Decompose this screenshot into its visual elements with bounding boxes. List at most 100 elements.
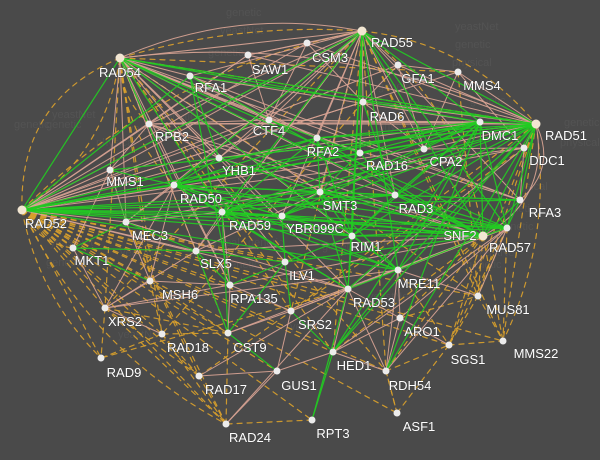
graph-node-rad3[interactable]: [391, 191, 399, 199]
graph-node-rad24[interactable]: [222, 420, 230, 428]
edge-genetic: [396, 344, 450, 414]
edge-coexp: [359, 152, 396, 196]
graph-node-saw1[interactable]: [244, 51, 252, 59]
graph-node-rad59[interactable]: [218, 208, 226, 216]
graph-node-rfa2[interactable]: [313, 134, 321, 142]
edge-physical: [306, 42, 537, 125]
edge-coexp: [359, 123, 537, 154]
edge-physical: [268, 30, 363, 121]
node-label-rad16: RAD16: [366, 158, 408, 173]
edge-coexp: [316, 121, 481, 139]
graph-node-rdh54[interactable]: [382, 367, 390, 375]
graph-node-cpa2[interactable]: [420, 145, 428, 153]
graph-node-rpt3[interactable]: [308, 416, 316, 424]
graph-node-rad51[interactable]: [531, 119, 541, 129]
graph-node-mkt1[interactable]: [69, 244, 77, 252]
graph-node-rim1[interactable]: [348, 232, 356, 240]
graph-node-rad16[interactable]: [356, 149, 364, 157]
graph-node-ilv1[interactable]: [281, 258, 289, 266]
edge-physical: [225, 288, 349, 425]
graph-node-xrs2[interactable]: [101, 304, 109, 312]
graph-node-rad18[interactable]: [158, 330, 166, 338]
edge-coexp: [21, 209, 484, 237]
graph-node-ctf4[interactable]: [265, 116, 273, 124]
graph-node-mms4[interactable]: [454, 68, 462, 76]
edge-physical: [225, 370, 278, 425]
graph-node-mms1[interactable]: [106, 166, 114, 174]
graph-node-rad6[interactable]: [359, 98, 367, 106]
graph-node-snf2[interactable]: [478, 231, 488, 241]
node-label-rad51: RAD51: [545, 128, 587, 143]
graph-node-rfa3[interactable]: [516, 196, 524, 204]
graph-node-rfa1[interactable]: [186, 72, 194, 80]
watermark-text: genetic: [500, 203, 536, 215]
watermark-text: genetic: [224, 259, 260, 271]
graph-node-rad54[interactable]: [115, 53, 125, 63]
graph-node-sgs1[interactable]: [445, 341, 453, 349]
graph-node-rad57[interactable]: [503, 224, 511, 232]
node-label-msh6: MSH6: [162, 287, 198, 302]
graph-node-hed1[interactable]: [329, 348, 337, 356]
edge-coexp: [319, 121, 481, 193]
edge-genetic: [21, 209, 479, 297]
edge-coexp: [221, 191, 321, 213]
node-label-rad52: RAD52: [25, 216, 67, 231]
graph-node-mus81[interactable]: [474, 292, 482, 300]
graph-node-asf1[interactable]: [393, 409, 401, 417]
edge-coexp: [506, 123, 537, 229]
edge-genetic: [100, 307, 106, 359]
graph-node-mre11[interactable]: [394, 266, 402, 274]
graph-node-cst9[interactable]: [224, 329, 232, 337]
graph-node-aro1[interactable]: [396, 314, 404, 322]
edge-arc-genetic: [21, 30, 363, 211]
node-label-rad59: RAD59: [229, 218, 271, 233]
graph-node-rad9[interactable]: [97, 354, 105, 362]
graph-node-csm3[interactable]: [303, 39, 311, 47]
edge-coexp: [316, 137, 321, 193]
graph-node-mec3[interactable]: [122, 218, 130, 226]
graph-node-ddc1[interactable]: [520, 144, 528, 152]
graph-node-yhb1[interactable]: [215, 154, 223, 162]
edge-physical: [125, 221, 151, 282]
edge-physical: [457, 71, 537, 125]
edge-genetic: [399, 235, 484, 319]
graph-node-rad50[interactable]: [170, 181, 178, 189]
edge-physical: [268, 42, 308, 121]
graph-node-ybr099c[interactable]: [278, 212, 286, 220]
edge-physical: [332, 227, 508, 353]
edge-physical: [385, 269, 399, 372]
node-label-xrs2: XRS2: [108, 314, 142, 329]
graph-node-rad52[interactable]: [17, 205, 27, 215]
graph-node-smt3[interactable]: [316, 188, 324, 196]
edge-genetic: [477, 295, 504, 342]
edge-genetic: [125, 221, 227, 425]
graph-node-rad55[interactable]: [357, 26, 367, 36]
graph-node-msh6[interactable]: [146, 277, 154, 285]
node-label-ddc1: DDC1: [529, 153, 564, 168]
edge-coexp: [359, 30, 363, 154]
edge-genetic: [161, 332, 229, 335]
graph-node-gfa1[interactable]: [394, 61, 402, 69]
edge-coexp: [173, 184, 484, 237]
edge-physical: [281, 30, 363, 217]
edge-coexp: [72, 247, 151, 282]
edge-genetic: [21, 209, 401, 319]
graph-node-mms22[interactable]: [499, 337, 507, 345]
node-label-rad57: RAD57: [489, 240, 531, 255]
graph-node-dmc1[interactable]: [476, 118, 484, 126]
graph-node-rpb2[interactable]: [145, 120, 153, 128]
node-label-rad50: RAD50: [180, 191, 222, 206]
graph-node-rad53[interactable]: [344, 285, 352, 293]
graph-node-srs2[interactable]: [287, 307, 295, 315]
graph-node-slx5[interactable]: [192, 247, 200, 255]
edge-genetic: [21, 209, 200, 377]
graph-node-gus1[interactable]: [273, 367, 281, 375]
graph-node-rad17[interactable]: [195, 372, 203, 380]
graph-node-rpa135[interactable]: [226, 281, 234, 289]
node-label-rpt3: RPT3: [316, 426, 349, 441]
edge-coexp: [281, 215, 484, 237]
edge-coexp: [351, 235, 399, 271]
edge-physical: [276, 310, 292, 372]
